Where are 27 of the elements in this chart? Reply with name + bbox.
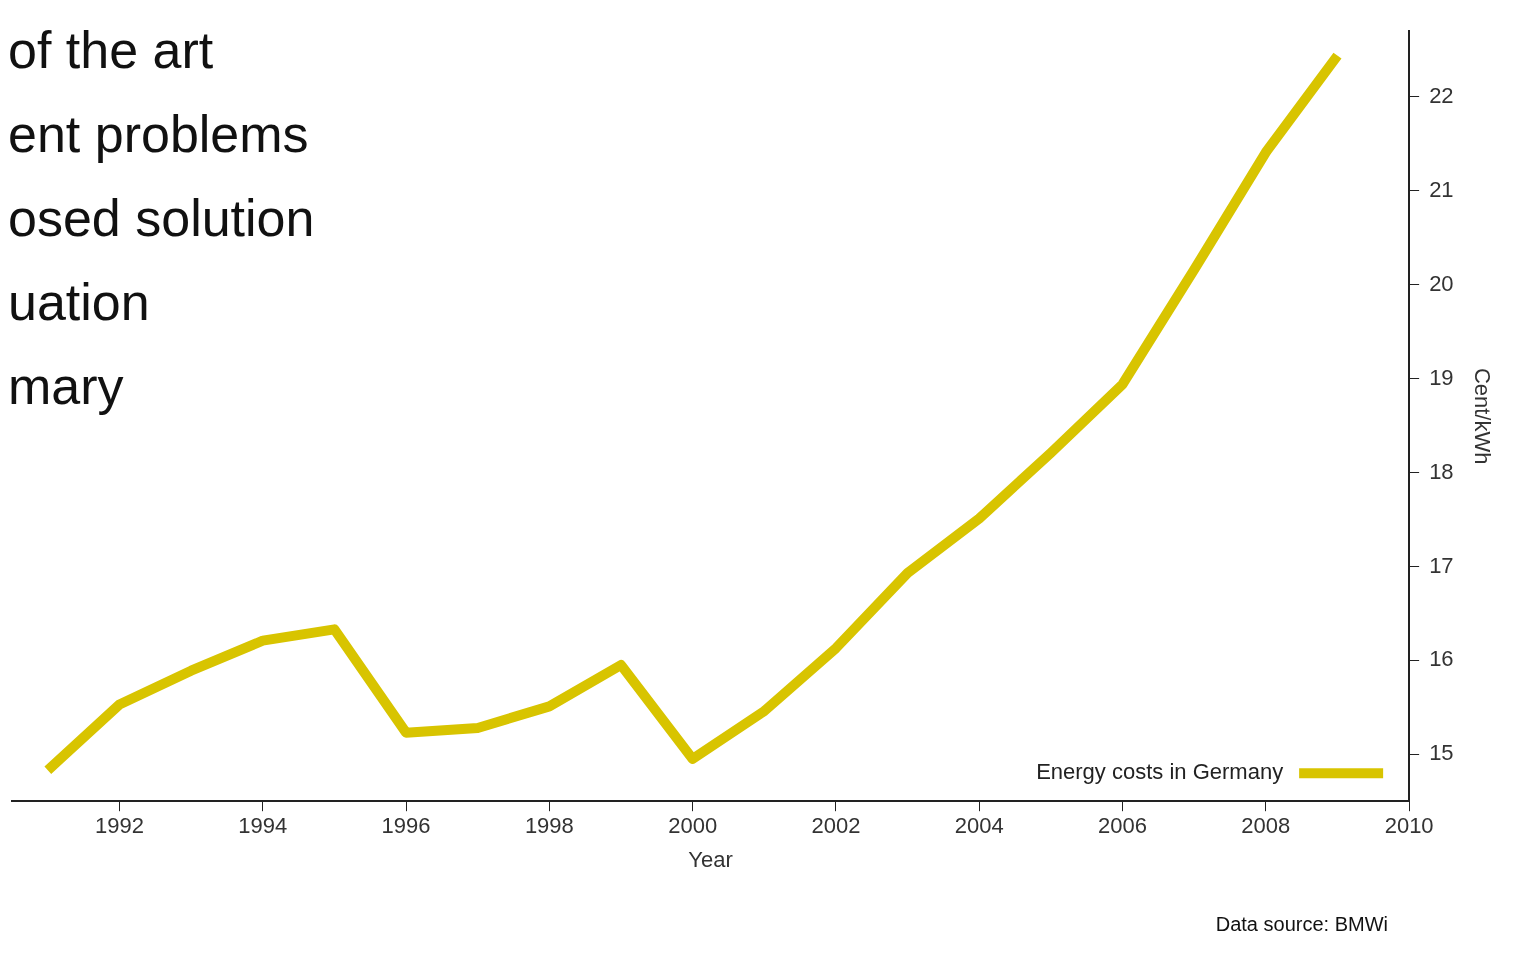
y-axis-title: Cent/kWh <box>1469 367 1495 465</box>
y-tick-label: 15 <box>1429 740 1454 766</box>
legend-label: Energy costs in Germany <box>1036 759 1284 785</box>
x-tick-label: 2000 <box>668 813 718 839</box>
x-tick-label: 2004 <box>954 813 1004 839</box>
y-tick-label: 22 <box>1429 82 1454 108</box>
y-tick-label: 20 <box>1429 270 1454 296</box>
annotation: uation <box>8 272 151 333</box>
x-tick-label: 1996 <box>381 813 431 839</box>
x-axis-title: Year <box>688 846 733 872</box>
x-tick-label: 2010 <box>1384 813 1434 839</box>
annotation: mary <box>8 356 125 417</box>
y-tick-label: 17 <box>1429 552 1454 578</box>
x-tick-label: 1998 <box>524 813 574 839</box>
y-tick-label: 18 <box>1429 458 1454 484</box>
annotation: ent problems <box>8 104 310 165</box>
x-tick-label: 2008 <box>1241 813 1291 839</box>
x-tick-label: 1994 <box>238 813 288 839</box>
y-tick-label: 16 <box>1429 646 1454 672</box>
x-tick-label: 2006 <box>1098 813 1148 839</box>
y-tick-label: 21 <box>1429 176 1454 202</box>
source-note: Data source: BMWi <box>1215 913 1388 936</box>
annotation: of the art <box>8 20 215 81</box>
y-tick-label: 19 <box>1429 364 1454 390</box>
x-tick-label: 2002 <box>811 813 861 839</box>
annotation: osed solution <box>8 188 315 249</box>
x-tick-label: 1992 <box>94 813 144 839</box>
